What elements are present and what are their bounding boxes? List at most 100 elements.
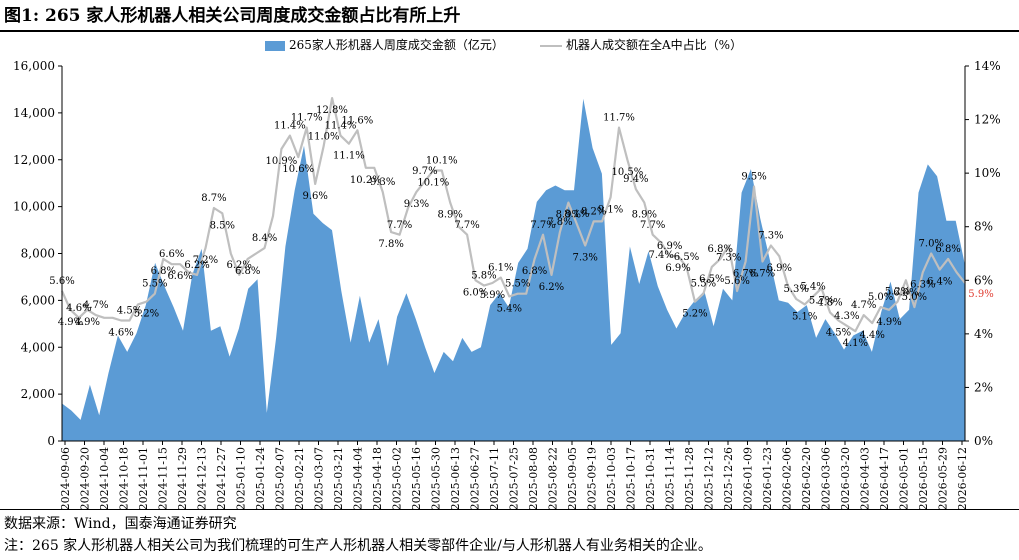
x-tick-label: 2026-05-01 bbox=[898, 447, 911, 510]
data-label: 11.4% bbox=[325, 121, 357, 132]
data-label: 5.2% bbox=[885, 287, 910, 298]
x-tick-label: 2024-09-20 bbox=[79, 447, 92, 510]
x-tick-label: 2025-05-16 bbox=[410, 447, 423, 510]
y-right-tick-label: 14% bbox=[974, 59, 1001, 73]
x-tick-label: 2025-08-08 bbox=[527, 447, 540, 510]
data-label: 5.5% bbox=[691, 279, 716, 290]
x-tick-label: 2026-03-20 bbox=[839, 447, 852, 510]
x-tick-label: 2025-03-21 bbox=[332, 447, 345, 510]
x-tick-label: 2026-02-06 bbox=[781, 447, 794, 510]
legend-label-area: 265家人形机器人周度成交金额（亿元） bbox=[289, 38, 504, 52]
data-label: 9.3% bbox=[404, 199, 429, 210]
data-label: 8.4% bbox=[252, 233, 277, 244]
x-tick-label: 2025-12-26 bbox=[722, 447, 735, 510]
legend-item-area: 265家人形机器人周度成交金额（亿元） bbox=[265, 36, 504, 53]
data-label: 6.9% bbox=[657, 241, 682, 252]
data-label: 10.2% bbox=[350, 175, 382, 186]
data-label: 5.4% bbox=[800, 281, 825, 292]
x-tick-label: 2025-06-13 bbox=[449, 447, 462, 510]
data-label: 11.1% bbox=[333, 151, 365, 162]
data-label: 5.0% bbox=[868, 292, 893, 303]
y-left-tick-label: 14,000 bbox=[13, 106, 55, 120]
data-label: 6.7% bbox=[733, 269, 758, 280]
y-left-tick-label: 0 bbox=[47, 434, 55, 448]
data-label: 9.7% bbox=[412, 166, 437, 177]
x-tick-label: 2026-06-12 bbox=[956, 447, 969, 510]
data-label: 5.8% bbox=[471, 271, 496, 282]
data-label: 7.7% bbox=[387, 220, 412, 231]
data-label: 6.8% bbox=[235, 266, 260, 277]
data-label: 9.3% bbox=[370, 177, 395, 188]
data-label: 4.9% bbox=[58, 317, 83, 328]
data-label: 5.5% bbox=[142, 279, 167, 290]
x-tick-label: 2024-11-29 bbox=[176, 447, 189, 510]
data-label: 6.0% bbox=[463, 287, 488, 298]
series-area bbox=[62, 98, 965, 442]
x-tick-label: 2024-09-06 bbox=[59, 447, 72, 510]
data-label: 6.9% bbox=[767, 263, 792, 274]
legend: 265家人形机器人周度成交金额（亿元） 机器人成交额在全A中占比（%） bbox=[0, 34, 1019, 54]
data-label: 7.8% bbox=[547, 217, 572, 228]
data-label: 5.2% bbox=[134, 309, 159, 320]
x-tick-label: 2024-11-15 bbox=[157, 447, 170, 510]
data-label: 4.4% bbox=[859, 330, 884, 341]
x-tick-label: 2025-02-07 bbox=[274, 447, 287, 510]
x-tick-label: 2025-11-28 bbox=[683, 447, 696, 510]
x-tick-label: 2026-01-09 bbox=[742, 447, 755, 510]
data-label: 10.9% bbox=[266, 156, 298, 167]
x-tick-label: 2024-11-01 bbox=[137, 447, 150, 510]
y-right-tick-label: 12% bbox=[974, 113, 1001, 127]
data-label: 6.5% bbox=[674, 252, 699, 263]
data-label: 7.4% bbox=[648, 250, 673, 261]
y-left-tick-label: 12,000 bbox=[13, 153, 55, 167]
data-label: 11.6% bbox=[341, 115, 373, 126]
data-label: 9.5% bbox=[741, 172, 766, 183]
data-label: 6.4% bbox=[927, 277, 952, 288]
data-label: 8.9% bbox=[438, 210, 463, 221]
y-left-tick-label: 16,000 bbox=[13, 59, 55, 73]
legend-swatch-line bbox=[540, 44, 562, 47]
y-left-tick-label: 8,000 bbox=[21, 247, 55, 261]
data-label: 8.9% bbox=[632, 210, 657, 221]
data-label: 6.0% bbox=[893, 287, 918, 298]
x-tick-label: 2025-03-07 bbox=[313, 447, 326, 510]
y-right-tick-label: 0% bbox=[974, 434, 993, 448]
data-label: 4.5% bbox=[117, 305, 142, 316]
x-tick-label: 2026-04-03 bbox=[859, 447, 872, 510]
x-tick-label: 2025-07-25 bbox=[508, 447, 521, 510]
x-tick-label: 2025-09-19 bbox=[586, 447, 599, 510]
data-label: 10.1% bbox=[417, 177, 449, 188]
chart-title: 图1: 265 家人形机器人相关公司周度成交金额占比有所上升 bbox=[4, 6, 461, 26]
x-tick-label: 2025-06-27 bbox=[469, 447, 482, 510]
x-tick-label: 2025-02-21 bbox=[293, 447, 306, 510]
data-label: 8.7% bbox=[201, 193, 226, 204]
data-label: 7.0% bbox=[919, 239, 944, 250]
x-tick-label: 2026-02-20 bbox=[800, 447, 813, 510]
data-label: 9.6% bbox=[302, 191, 327, 202]
x-tick-label: 2024-12-27 bbox=[215, 447, 228, 510]
data-label: 4.1% bbox=[843, 338, 868, 349]
y-left-tick-label: 2,000 bbox=[21, 387, 55, 401]
y-left-tick-label: 4,000 bbox=[21, 340, 55, 354]
data-label: 8.1% bbox=[564, 209, 589, 220]
legend-item-line: 机器人成交额在全A中占比（%） bbox=[540, 36, 742, 53]
x-tick-label: 2025-04-04 bbox=[352, 447, 365, 510]
x-tick-label: 2025-07-11 bbox=[488, 447, 501, 510]
x-tick-label: 2024-10-04 bbox=[98, 447, 111, 510]
data-label: 6.9% bbox=[665, 263, 690, 274]
data-label: 5.6% bbox=[49, 276, 74, 287]
x-tick-label: 2026-05-29 bbox=[937, 447, 950, 510]
x-tick-label: 2025-12-12 bbox=[703, 447, 716, 510]
data-label: 7.2% bbox=[193, 255, 218, 266]
data-label: 7.7% bbox=[454, 220, 479, 231]
series-line bbox=[60, 96, 966, 333]
y-left-tick-label: 6,000 bbox=[21, 293, 55, 307]
data-label: 6.8% bbox=[522, 266, 547, 277]
data-label: 5.6% bbox=[724, 276, 749, 287]
data-label: 12.8% bbox=[316, 105, 348, 116]
x-tick-label: 2025-01-10 bbox=[235, 447, 248, 510]
data-label: 6.8% bbox=[935, 244, 960, 255]
x-tick-label: 2025-10-03 bbox=[605, 447, 618, 510]
data-label: 4.6% bbox=[66, 303, 91, 314]
data-label: 10.1% bbox=[426, 155, 458, 166]
